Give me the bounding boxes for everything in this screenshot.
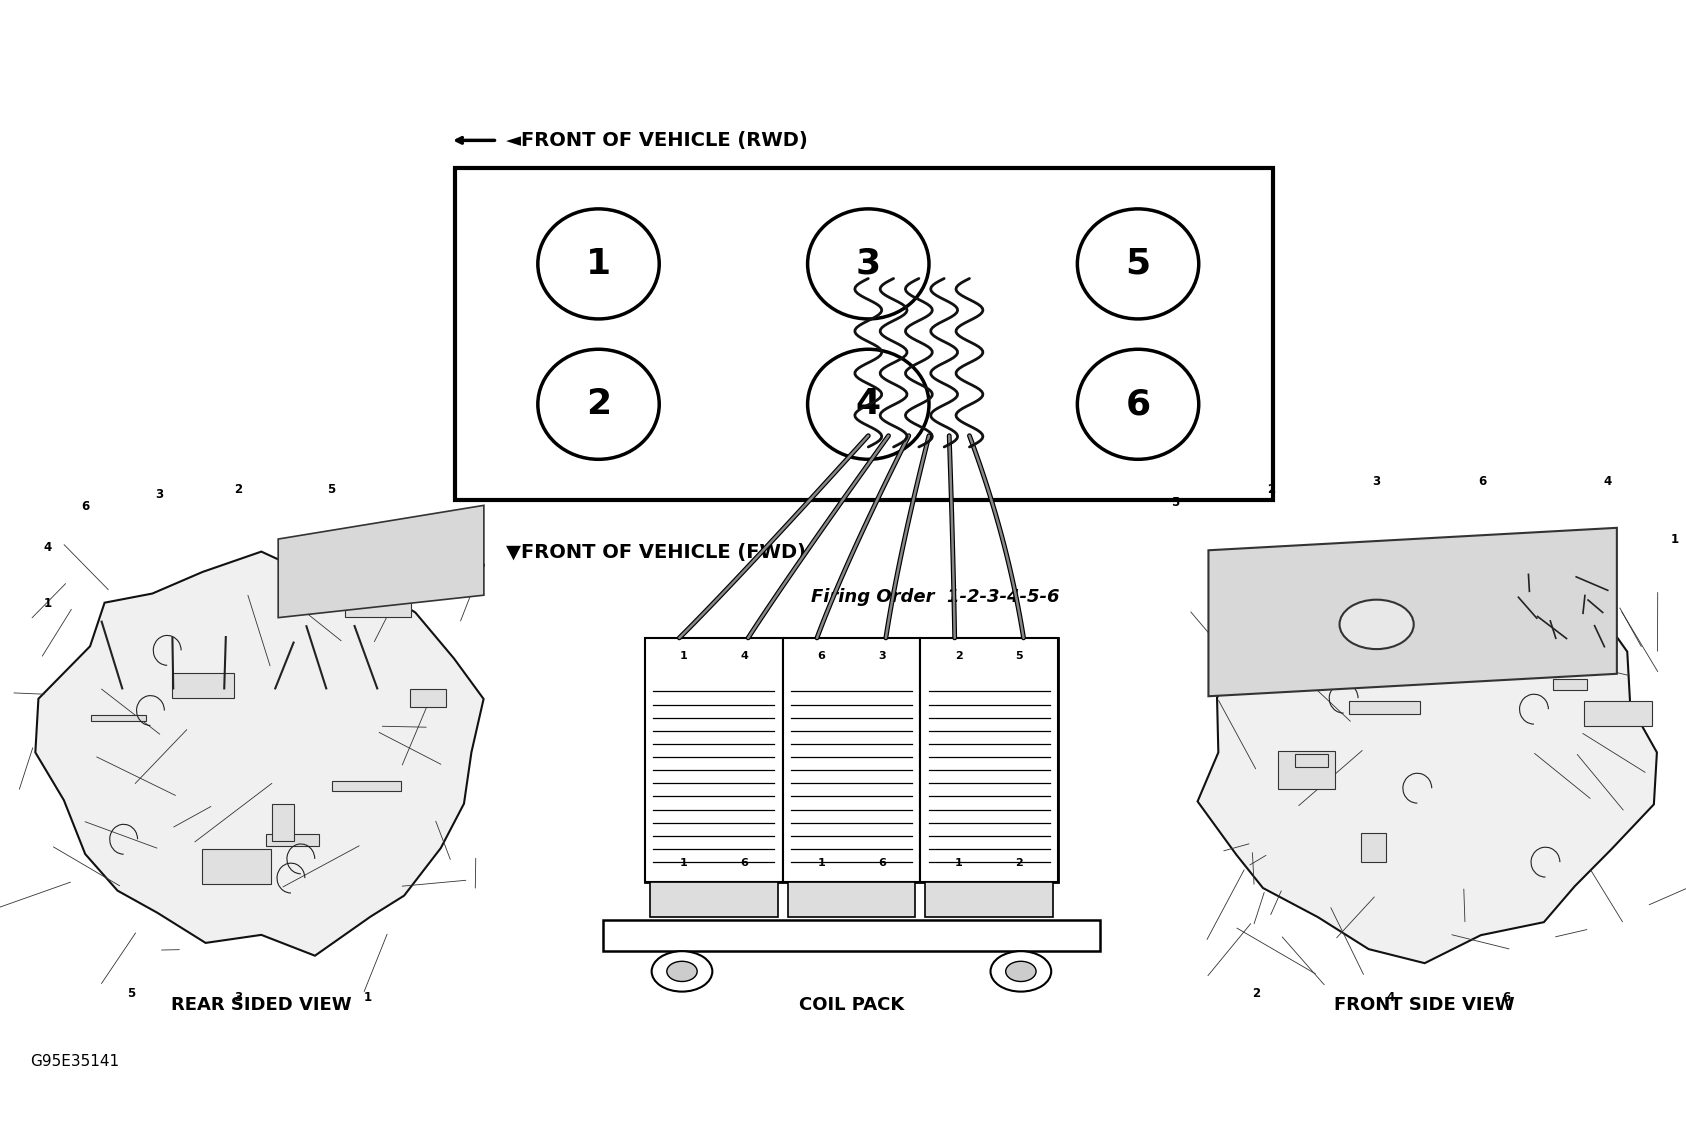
Polygon shape (278, 505, 484, 618)
Bar (644, 638, 1059, 882)
Text: 2: 2 (1253, 987, 1261, 1001)
Bar (644, 638, 782, 882)
Bar (921, 638, 1059, 882)
Circle shape (668, 961, 698, 982)
Bar (332, 780, 401, 791)
Bar (1361, 833, 1386, 861)
Text: ▼FRONT OF VEHICLE (FWD): ▼FRONT OF VEHICLE (FWD) (506, 544, 806, 562)
Text: FRONT SIDE VIEW: FRONT SIDE VIEW (1334, 996, 1516, 1014)
Circle shape (1005, 961, 1035, 982)
Text: 1: 1 (364, 992, 373, 1004)
Bar (410, 690, 445, 707)
Text: 5: 5 (327, 483, 336, 496)
Bar (926, 882, 1054, 917)
Text: 3: 3 (234, 992, 243, 1004)
Ellipse shape (1077, 349, 1199, 459)
Ellipse shape (808, 349, 929, 459)
Text: 6: 6 (818, 651, 824, 661)
Text: 2: 2 (1266, 483, 1275, 496)
Circle shape (652, 951, 713, 992)
Bar (1583, 701, 1652, 725)
Text: 1: 1 (679, 858, 688, 868)
Text: 4: 4 (1388, 992, 1394, 1004)
Bar (202, 849, 271, 885)
Text: 6: 6 (1502, 992, 1511, 1004)
Text: REAR SIDED VIEW: REAR SIDED VIEW (170, 996, 352, 1014)
Text: 6: 6 (1126, 387, 1150, 421)
Text: 2: 2 (234, 483, 243, 496)
Text: 6: 6 (740, 858, 749, 868)
Bar (1236, 555, 1261, 584)
Text: 5: 5 (1170, 496, 1179, 509)
Bar (651, 882, 777, 917)
Circle shape (1339, 600, 1415, 649)
Bar (1278, 751, 1335, 789)
Bar (172, 673, 234, 697)
Text: 4: 4 (44, 541, 52, 554)
Bar (604, 920, 1101, 951)
Polygon shape (35, 551, 484, 956)
Bar (782, 638, 921, 882)
Text: 5: 5 (1126, 247, 1150, 281)
Ellipse shape (1077, 209, 1199, 319)
Text: 1: 1 (44, 596, 52, 610)
Bar (1553, 679, 1587, 691)
Bar (1295, 754, 1329, 767)
Text: 4: 4 (740, 651, 749, 661)
Ellipse shape (538, 209, 659, 319)
Text: 2: 2 (954, 651, 963, 661)
Text: 2: 2 (1015, 858, 1023, 868)
Text: 3: 3 (856, 247, 880, 281)
Bar (91, 715, 145, 721)
Text: 1: 1 (679, 651, 688, 661)
Text: 6: 6 (878, 858, 885, 868)
Text: 5: 5 (128, 987, 135, 1001)
Text: 4: 4 (856, 387, 880, 421)
Circle shape (991, 951, 1052, 992)
Text: 3: 3 (878, 651, 885, 661)
Bar (1349, 701, 1420, 713)
Text: 2: 2 (587, 387, 610, 421)
Bar (346, 585, 411, 617)
Ellipse shape (808, 209, 929, 319)
Text: 5: 5 (1015, 651, 1023, 661)
Bar (787, 882, 915, 917)
Text: 6: 6 (1479, 475, 1487, 487)
Text: ◄FRONT OF VEHICLE (RWD): ◄FRONT OF VEHICLE (RWD) (506, 131, 808, 149)
Text: Firing Order  1-2-3-4-5-6: Firing Order 1-2-3-4-5-6 (811, 588, 1060, 606)
Text: 1: 1 (1671, 532, 1679, 546)
Text: 3: 3 (155, 487, 164, 501)
Text: COIL PACK: COIL PACK (799, 996, 904, 1014)
Text: 1: 1 (587, 247, 610, 281)
Bar (273, 804, 295, 840)
Bar (1350, 617, 1372, 651)
Text: G95E35141: G95E35141 (30, 1053, 120, 1069)
Polygon shape (1197, 545, 1657, 964)
Text: 4: 4 (1603, 475, 1612, 487)
Text: 6: 6 (81, 501, 89, 513)
Text: 1: 1 (954, 858, 963, 868)
Text: 3: 3 (1372, 475, 1381, 487)
Bar (266, 834, 319, 846)
Text: 1: 1 (818, 858, 824, 868)
Bar (455, 168, 1273, 500)
Polygon shape (1209, 528, 1617, 696)
Ellipse shape (538, 349, 659, 459)
